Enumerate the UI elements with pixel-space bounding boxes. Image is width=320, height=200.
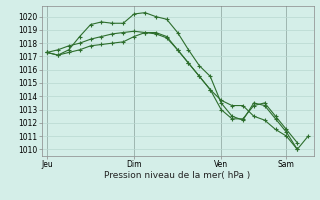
X-axis label: Pression niveau de la mer( hPa ): Pression niveau de la mer( hPa ) [104, 171, 251, 180]
